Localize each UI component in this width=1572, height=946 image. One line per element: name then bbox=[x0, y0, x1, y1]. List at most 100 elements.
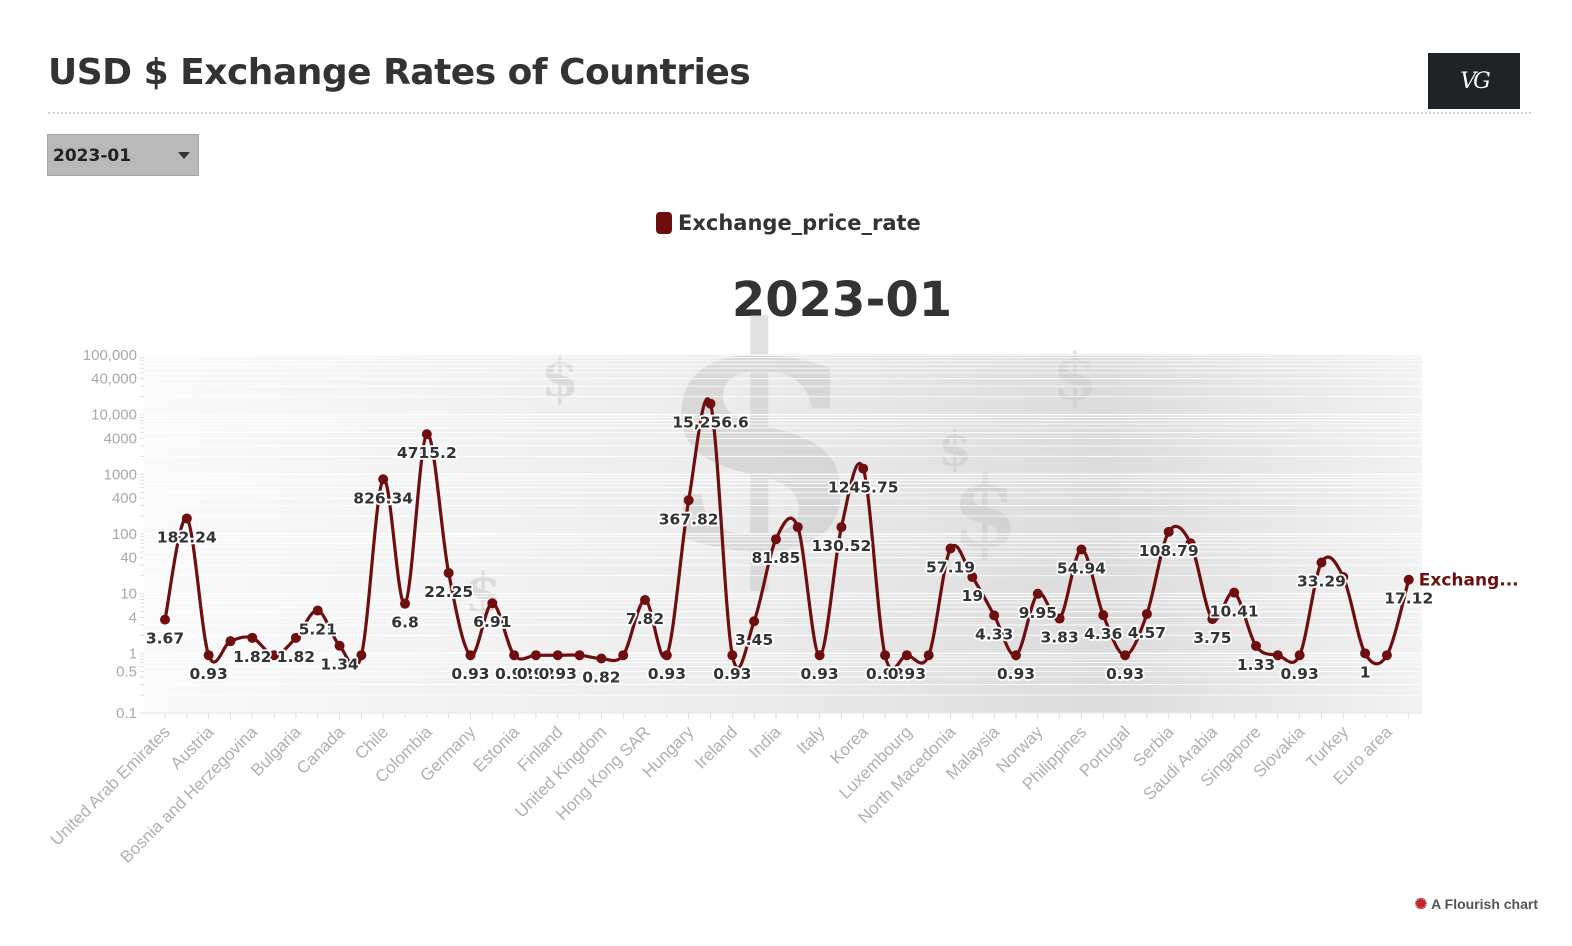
legend-swatch bbox=[656, 212, 672, 234]
data-label: 4.33 bbox=[975, 625, 1013, 643]
data-label: 0.93 bbox=[997, 665, 1035, 683]
data-point bbox=[923, 650, 934, 661]
chart-title: 2023-01 bbox=[731, 272, 953, 328]
legend[interactable]: Exchange_price_rate bbox=[656, 211, 921, 235]
data-label: 33.29 bbox=[1297, 573, 1346, 591]
data-point bbox=[1120, 650, 1131, 661]
data-point bbox=[1403, 574, 1414, 585]
data-label: 0.93 bbox=[1281, 665, 1319, 683]
logo-text: VG bbox=[1460, 68, 1491, 94]
y-tick-label: 100 bbox=[112, 526, 137, 543]
data-point bbox=[814, 650, 825, 661]
data-point bbox=[421, 429, 432, 440]
data-label: 0.93 bbox=[648, 665, 686, 683]
data-label: 0.93 bbox=[539, 665, 577, 683]
data-label: 7.82 bbox=[626, 610, 664, 628]
data-point bbox=[487, 598, 498, 609]
dollar-watermark-icon: $ bbox=[541, 346, 579, 410]
y-tick-label: 40 bbox=[120, 550, 137, 567]
data-point bbox=[1316, 557, 1327, 568]
data-label: 6.91 bbox=[473, 613, 511, 631]
data-point bbox=[792, 522, 803, 533]
data-label: 0.93 bbox=[713, 665, 751, 683]
data-point bbox=[683, 495, 694, 506]
y-tick-label: 10 bbox=[120, 586, 137, 603]
data-point bbox=[1032, 588, 1043, 599]
data-label: 1245.75 bbox=[828, 479, 899, 497]
y-tick-label: 100,000 bbox=[83, 347, 137, 364]
flourish-icon: ✺ bbox=[1414, 896, 1428, 913]
data-point bbox=[1294, 650, 1305, 661]
data-point bbox=[530, 650, 541, 661]
data-point bbox=[1338, 572, 1349, 583]
x-tick-label: Estonia bbox=[469, 722, 523, 776]
y-tick-label: 1 bbox=[129, 645, 137, 662]
series-end-label: Exchang... bbox=[1419, 571, 1519, 591]
data-point bbox=[1207, 614, 1218, 625]
data-label: 826.34 bbox=[353, 489, 413, 507]
data-label: 108.79 bbox=[1139, 542, 1199, 560]
x-tick-label: India bbox=[745, 722, 785, 762]
data-point bbox=[596, 653, 607, 664]
data-label: 3.83 bbox=[1040, 629, 1078, 647]
data-point bbox=[618, 650, 629, 661]
data-point bbox=[1010, 650, 1021, 661]
data-label: 1.33 bbox=[1237, 656, 1275, 674]
data-point bbox=[1098, 610, 1109, 621]
data-label: 3.75 bbox=[1193, 629, 1231, 647]
credit-label: A Flourish chart bbox=[1431, 896, 1538, 912]
data-point bbox=[400, 598, 411, 609]
data-point bbox=[269, 650, 280, 661]
date-select-value: 2023-01 bbox=[53, 146, 132, 166]
x-tick-label: Italy bbox=[793, 722, 829, 758]
data-label: 81.85 bbox=[751, 549, 800, 567]
data-label: 0.93 bbox=[495, 665, 533, 683]
y-tick-label: 0.5 bbox=[116, 663, 137, 680]
data-point bbox=[203, 650, 214, 661]
data-label: 54.94 bbox=[1057, 560, 1106, 578]
data-point bbox=[378, 474, 389, 485]
data-point bbox=[858, 463, 869, 474]
data-point bbox=[1360, 648, 1371, 659]
data-point bbox=[465, 650, 476, 661]
data-point bbox=[552, 650, 563, 661]
data-label: 9.95 bbox=[1019, 604, 1057, 622]
data-point bbox=[574, 650, 585, 661]
data-point bbox=[836, 522, 847, 533]
data-label: 0.93 bbox=[190, 665, 228, 683]
data-label: 19 bbox=[962, 587, 984, 605]
y-tick-label: 1000 bbox=[104, 466, 137, 483]
data-label: 57.19 bbox=[926, 558, 975, 576]
data-point bbox=[1229, 587, 1240, 598]
page-title: USD $ Exchange Rates of Countries bbox=[48, 52, 751, 93]
y-tick-label: 400 bbox=[112, 490, 137, 507]
data-label: 0.93 bbox=[866, 665, 904, 683]
data-point bbox=[1381, 650, 1392, 661]
data-point bbox=[1251, 640, 1261, 651]
brand-logo[interactable]: VG bbox=[1428, 53, 1520, 109]
data-label: 182.24 bbox=[157, 528, 217, 546]
data-point bbox=[334, 640, 345, 651]
data-point bbox=[356, 650, 367, 661]
data-label: 0.93 bbox=[517, 665, 555, 683]
header: USD $ Exchange Rates of Countries VG bbox=[48, 50, 1531, 114]
data-label: 17.12 bbox=[1384, 590, 1433, 608]
data-label: 3.67 bbox=[146, 630, 184, 648]
data-point bbox=[727, 650, 738, 661]
data-label: 15,256.6 bbox=[672, 414, 749, 432]
data-label: 4.57 bbox=[1128, 624, 1166, 642]
chevron-down-icon bbox=[178, 152, 190, 159]
data-point bbox=[880, 650, 891, 661]
data-label: 3.45 bbox=[735, 631, 773, 649]
data-point bbox=[661, 650, 672, 661]
data-point bbox=[225, 636, 236, 647]
legend-label: Exchange_price_rate bbox=[678, 211, 921, 235]
data-point bbox=[901, 650, 912, 661]
date-select[interactable]: 2023-01 bbox=[47, 134, 199, 176]
data-point bbox=[1163, 526, 1174, 537]
data-label: 4.36 bbox=[1084, 625, 1122, 643]
data-point bbox=[312, 605, 323, 616]
data-point bbox=[989, 610, 1000, 621]
flourish-credit[interactable]: ✺ A Flourish chart bbox=[1415, 895, 1538, 913]
data-point bbox=[1054, 613, 1065, 624]
